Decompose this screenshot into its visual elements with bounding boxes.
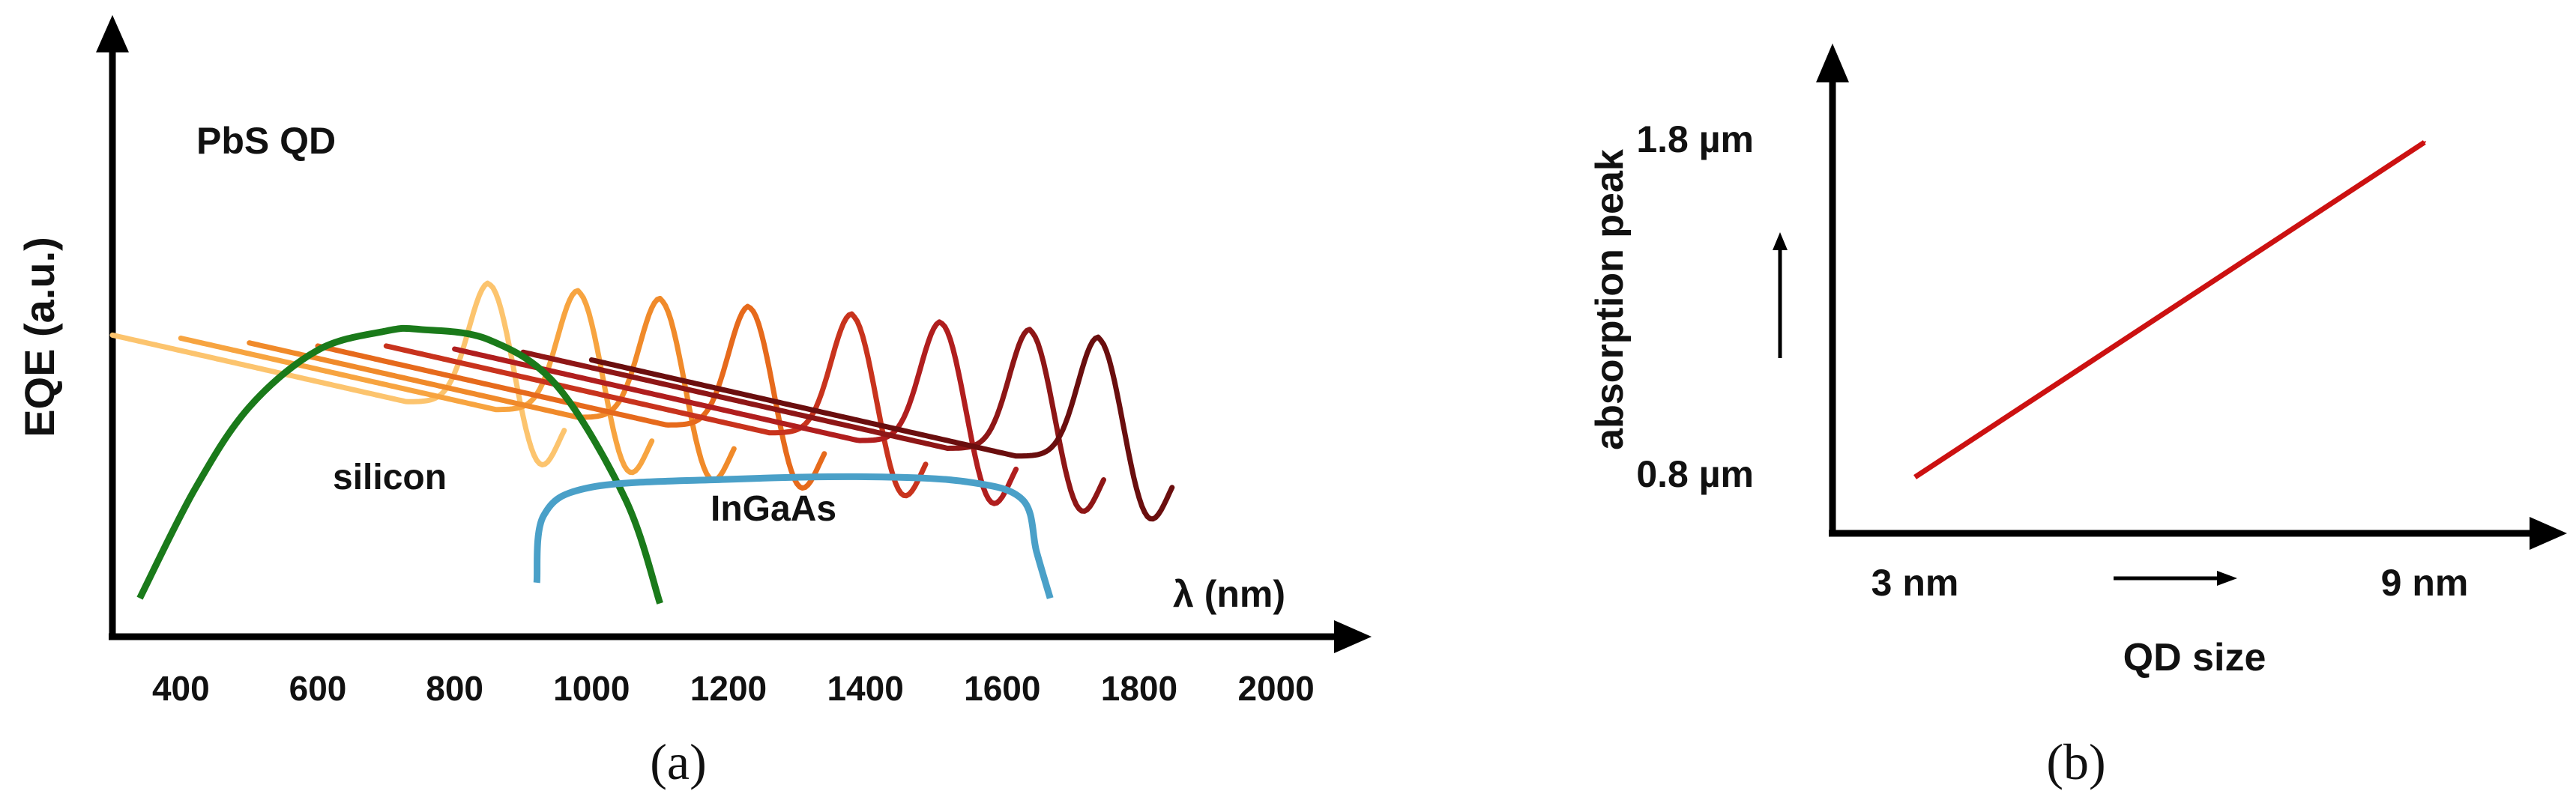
panel-a-x-ticks: 400 600 800 1000 1200 1400 1600 1800 2000 — [152, 669, 1315, 708]
panel-a-y-label: EQE (a.u.) — [16, 237, 63, 437]
pbs-qd-label: PbS QD — [196, 120, 336, 162]
panel-a-y-axis-arrowhead — [96, 15, 129, 52]
x-tick-label: 600 — [289, 669, 347, 708]
panel-b-x-axis-arrowhead — [2530, 517, 2567, 550]
panel-b-x-label: QD size — [2123, 636, 2266, 679]
x-tick-label: 1400 — [827, 669, 903, 708]
panel-b-caption: (b) — [2046, 733, 2105, 790]
pbs-qd-curve — [383, 311, 929, 499]
silicon-label: silicon — [333, 458, 447, 497]
panel-a: 400 600 800 1000 1200 1400 1600 1800 2000 EQE (a… — [16, 15, 1372, 790]
pbs-qd-curve — [452, 319, 1019, 506]
pbs-qd-curve — [588, 334, 1175, 522]
x-tick-label: 9 nm — [2381, 562, 2469, 604]
pbs-qd-curve — [109, 280, 567, 467]
y-direction-arrowhead — [1773, 232, 1788, 250]
reference-curves — [136, 324, 1054, 604]
y-tick-label: 1.8 µm — [1636, 118, 1754, 160]
panel-b-y-axis-arrowhead — [1816, 43, 1849, 82]
panel-b: 3 nm 9 nm 0.8 µm 1.8 µm absorption peak QD … — [1588, 43, 2567, 790]
panel-a-x-label: λ (nm) — [1173, 573, 1285, 615]
panel-a-x-axis-arrowhead — [1334, 620, 1372, 653]
x-tick-label: 2000 — [1237, 669, 1314, 708]
x-tick-label: 800 — [426, 669, 483, 708]
x-direction-arrowhead — [2217, 571, 2237, 586]
pbs-qd-curve — [247, 295, 737, 483]
silicon-curve — [136, 324, 663, 604]
x-tick-label: 1200 — [690, 669, 767, 708]
panel-b-y-label: absorption peak — [1588, 149, 1632, 450]
panel-b-ticks: 3 nm 9 nm 0.8 µm 1.8 µm — [1636, 118, 2468, 604]
x-tick-label: 3 nm — [1871, 562, 1959, 604]
x-tick-label: 400 — [152, 669, 210, 708]
ingaas-curve — [533, 473, 1054, 599]
pbs-qd-curve — [520, 327, 1106, 514]
panel-a-caption: (a) — [650, 733, 706, 790]
pbs-qd-curve — [178, 288, 655, 476]
size-peak-trend-line — [1913, 140, 2427, 479]
y-tick-label: 0.8 µm — [1636, 453, 1754, 495]
ingaas-label: InGaAs — [711, 489, 836, 529]
x-tick-label: 1000 — [553, 669, 630, 708]
x-tick-label: 1800 — [1101, 669, 1177, 708]
x-tick-label: 1600 — [964, 669, 1040, 708]
